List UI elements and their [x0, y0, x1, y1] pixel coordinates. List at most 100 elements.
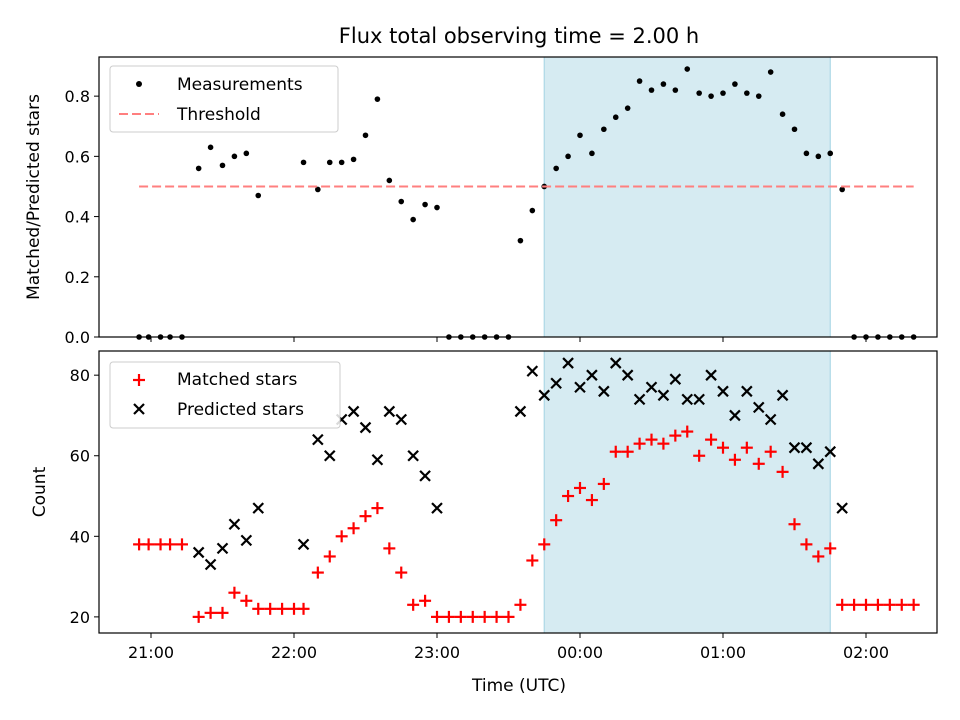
predicted-point [216, 542, 229, 555]
shaded-region-top [544, 57, 831, 337]
matched-point [490, 610, 503, 623]
matched-point [585, 494, 598, 507]
matched-point [895, 598, 908, 611]
predicted-point [395, 413, 408, 426]
measurement-point [386, 177, 393, 184]
measurement-point [553, 165, 559, 172]
predicted-point [693, 393, 705, 406]
measurement-point [300, 159, 307, 166]
measurement-point [612, 114, 619, 121]
predicted-point [669, 373, 682, 385]
shaded-region-bottom [544, 351, 831, 633]
measurement-point [755, 93, 762, 99]
predicted-point [192, 546, 205, 559]
matched-point [645, 433, 658, 446]
predicted-point [514, 405, 527, 418]
legend-marker-matched [133, 374, 145, 386]
matched-point [323, 550, 336, 563]
predicted-point [538, 389, 551, 402]
measurement-point [338, 159, 345, 166]
matched-point [693, 449, 706, 462]
measurement-point [529, 207, 536, 214]
matched-point [164, 538, 177, 551]
matched-point [442, 610, 455, 623]
matched-point [395, 566, 408, 579]
matched-point [740, 441, 753, 454]
predicted-point [788, 441, 801, 454]
matched-point [264, 602, 277, 615]
measurement-point [517, 237, 524, 244]
panel-bottom: 20 40 60 80 21:00 22:00 23:00 00:00 01:00 02:00 C… [30, 350, 938, 696]
measurement-point [374, 96, 381, 102]
matched-point [359, 510, 372, 523]
predicted-point [729, 409, 741, 422]
measurement-point [434, 204, 440, 211]
matched-point [371, 502, 384, 515]
measurement-point [827, 150, 834, 157]
matched-point [574, 481, 586, 494]
x-tick-label: 02:00 [843, 643, 889, 662]
measurement-point [767, 69, 774, 75]
x-tick-label: 00:00 [557, 643, 603, 662]
matched-point [621, 445, 634, 458]
matched-point [681, 425, 694, 438]
matched-point [347, 522, 360, 535]
predicted-point [228, 518, 241, 531]
matched-point [907, 598, 920, 611]
predicted-point [657, 389, 670, 402]
matched-point [871, 598, 884, 611]
matched-point [297, 602, 310, 615]
predicted-point [204, 558, 217, 571]
x-tick-label: 01:00 [700, 643, 746, 662]
matched-point [175, 538, 188, 551]
axes-frame-bottom [98, 350, 938, 634]
measurement-point [660, 81, 667, 87]
matched-point [466, 610, 479, 623]
matched-point [609, 445, 622, 458]
matched-point [824, 542, 837, 555]
measurement-point [732, 81, 738, 87]
measurement-point [565, 153, 571, 160]
measurement-point [577, 132, 583, 139]
legend-box-bottom [109, 361, 341, 429]
matched-point [836, 598, 849, 611]
legend-bottom: Matched stars Predicted stars [109, 361, 341, 429]
x-tick-label: 23:00 [414, 643, 460, 662]
matched-point [657, 437, 670, 450]
measurement-point [219, 162, 226, 169]
matched-point [800, 538, 813, 551]
matched-point [669, 429, 682, 442]
measurement-point [815, 153, 822, 160]
matched-point [383, 542, 396, 555]
measurement-point [744, 90, 750, 96]
measurement-point [398, 198, 405, 205]
matched-point [752, 457, 765, 470]
y-tick-label: 20 [70, 608, 90, 627]
measurement-point [601, 126, 607, 133]
measurement-point [231, 153, 238, 160]
y-tick-label: 80 [70, 366, 90, 385]
predicted-point [752, 401, 765, 414]
measurement-point [791, 126, 798, 133]
x-tick-label: 22:00 [271, 643, 317, 662]
matched-point [562, 490, 575, 503]
predicted-point [347, 405, 360, 418]
measurement-point [720, 90, 726, 96]
predicted-point [681, 393, 694, 406]
legend-top: Measurements Threshold [109, 65, 339, 133]
measurement-point [195, 165, 202, 172]
matched-point [717, 441, 729, 454]
matched-point [788, 518, 801, 531]
matched-point [538, 538, 551, 551]
measurement-point [779, 111, 786, 118]
predicted-point [550, 377, 562, 390]
matched-point [335, 530, 348, 543]
matched-point [228, 586, 241, 599]
predicted-point [800, 441, 813, 454]
legend-marker-measurements [136, 81, 142, 87]
predicted-point [741, 385, 753, 398]
predicted-point [562, 357, 574, 369]
predicted-point [371, 453, 384, 466]
predicted-point [609, 357, 622, 369]
